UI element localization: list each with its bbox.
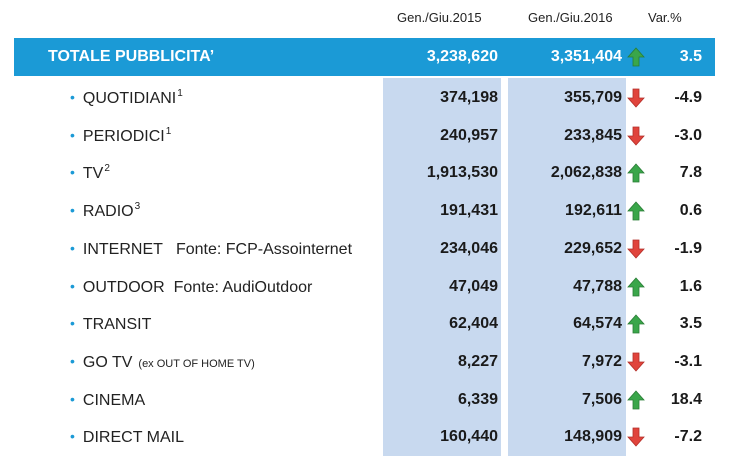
table-row: • RADIO3 191,431 192,611 0.6 [0,192,735,230]
total-value-2015: 3,238,620 [426,48,498,65]
row-label: TV [82,165,104,183]
footnote-marker: 2 [104,163,110,175]
value-2015: 47,049 [449,277,498,295]
variation: 7.8 [679,164,702,182]
footnote-marker: 1 [177,88,183,99]
row-label-cell: • CINEMA [70,381,145,419]
row-label-cell: • DIRECT MAIL [70,418,184,456]
arrow-down-icon [627,427,645,447]
total-variation: 3.5 [679,48,702,65]
footnote-marker: 3 [134,201,141,213]
bullet-icon: • [70,126,75,143]
row-label-cell: • OUTDOOR Fonte: AudiOutdoor [70,268,312,306]
bullet-icon: • [70,164,75,181]
value-2015: 62,404 [449,315,498,333]
variation: 0.6 [679,202,702,220]
row-label: RADIO [82,203,134,221]
row-label-cell: • TRANSIT [70,305,151,343]
bullet-icon: • [70,202,75,219]
total-value-2016: 3,351,404 [550,48,622,65]
value-2016: 47,788 [573,277,622,295]
variation: -4.9 [674,89,702,106]
value-2015: 1,913,530 [426,164,498,182]
value-2016: 148,909 [564,428,622,446]
row-label: GO TV [82,353,133,371]
arrow-up-icon [627,163,645,183]
bullet-icon: • [70,277,75,294]
row-label-cell: • TV2 [70,154,110,192]
arrow-up-icon [627,47,645,67]
row-label-cell: • INTERNET Fonte: FCP-Assointernet [70,230,352,268]
footnote-marker: 1 [165,125,172,137]
header-2016: Gen./Giu.2016 [528,10,613,25]
bullet-icon: • [70,239,75,256]
value-2015: 240,957 [440,126,498,144]
value-2016: 7,506 [581,390,622,408]
value-2016: 64,574 [573,315,622,333]
variation: -7.2 [674,428,702,446]
value-2015: 191,431 [440,202,498,220]
value-2015: 160,440 [440,428,498,446]
table-row: • DIRECT MAIL 160,440 148,909 -7.2 [0,418,735,456]
table-row: • PERIODICI1 240,957 233,845 -3.0 [0,117,735,155]
value-2015: 8,227 [457,352,498,370]
header-var: Var.% [648,10,682,25]
table-row: • QUOTIDIANI1 374,198 355,709 -4.9 [0,79,735,117]
row-label: OUTDOOR Fonte: AudiOutdoor [82,278,313,296]
row-label-cell: • RADIO3 [70,192,140,230]
row-label: QUOTIDIANI [82,90,177,107]
variation: 1.6 [679,277,702,295]
arrow-down-icon [627,352,645,372]
value-2016: 192,611 [565,202,622,220]
bullet-icon: • [70,352,75,369]
variation: 18.4 [670,390,702,408]
value-2016: 229,652 [564,239,622,257]
row-label: CINEMA [82,391,146,409]
table-row: • INTERNET Fonte: FCP-Assointernet 234,046… [0,230,735,268]
arrow-down-icon [627,239,645,259]
column-2016-background [508,78,626,456]
variation: -1.9 [674,239,702,257]
value-2016: 2,062,838 [550,164,622,182]
value-2016: 233,845 [564,126,622,144]
total-row: TOTALE PUBBLICITA’ 3,238,620 3,351,404 3… [14,38,715,76]
row-label: DIRECT MAIL [82,429,184,447]
table-row: • TRANSIT 62,404 64,574 3.5 [0,305,735,343]
column-2015-background [383,78,501,456]
arrow-up-icon [627,276,645,296]
row-label: INTERNET Fonte: FCP-Assointernet [82,240,353,258]
bullet-icon: • [70,89,75,105]
value-2015: 234,046 [440,239,498,257]
arrow-down-icon [627,126,645,146]
row-label-cell: • QUOTIDIANI1 [70,79,183,117]
value-2016: 7,972 [581,352,622,370]
row-label: TRANSIT [82,316,152,334]
table-row: • GO TV (ex OUT OF HOME TV) 8,227 7,972 -3.1 [0,343,735,381]
variation: -3.1 [674,352,702,370]
table-row: • OUTDOOR Fonte: AudiOutdoor 47,049 47,788 1… [0,268,735,306]
arrow-up-icon [627,201,645,221]
row-label-cell: • GO TV (ex OUT OF HOME TV) [70,343,255,381]
value-2015: 6,339 [457,390,498,408]
arrow-up-icon [627,314,645,334]
row-label-cell: • PERIODICI1 [70,117,171,155]
header-2015: Gen./Giu.2015 [397,10,482,25]
arrow-down-icon [627,88,645,108]
row-label: PERIODICI [82,127,165,145]
bullet-icon: • [70,390,75,407]
variation: -3.0 [674,126,702,144]
value-2015: 374,198 [440,89,498,106]
value-2016: 355,709 [564,89,622,106]
bullet-icon: • [70,428,75,445]
variation: 3.5 [679,315,702,333]
total-label: TOTALE PUBBLICITA’ [48,48,215,65]
table-row: • TV2 1,913,530 2,062,838 7.8 [0,154,735,192]
bullet-icon: • [70,315,75,332]
table-row: • CINEMA 6,339 7,506 18.4 [0,381,735,419]
arrow-up-icon [627,389,645,409]
row-note: (ex OUT OF HOME TV) [138,357,255,370]
